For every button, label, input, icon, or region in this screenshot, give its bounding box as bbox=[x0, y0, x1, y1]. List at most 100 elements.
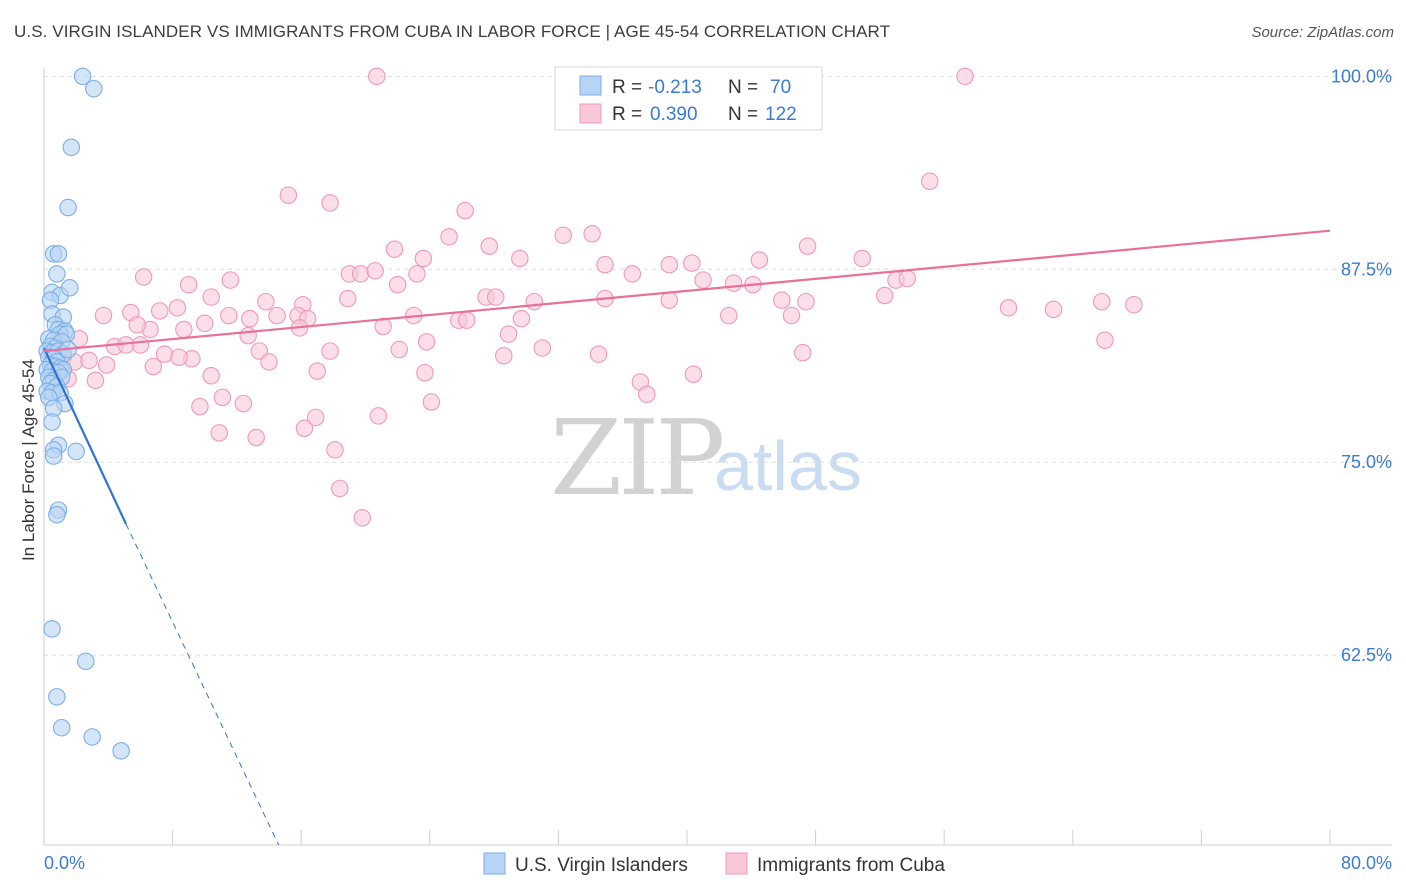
point-cuba-9 bbox=[554, 226, 572, 245]
point-cuba-36 bbox=[339, 289, 357, 308]
point-cuba-21 bbox=[366, 262, 384, 280]
point-cuba-83 bbox=[494, 346, 513, 365]
point-cuba-44 bbox=[875, 286, 894, 305]
point-cuba-93 bbox=[416, 363, 434, 382]
point-cuba-42 bbox=[773, 291, 791, 309]
point-cuba-38 bbox=[486, 288, 505, 306]
point-cuba-100 bbox=[234, 394, 253, 413]
point-cuba-8 bbox=[385, 240, 404, 258]
point-cuba-101 bbox=[369, 407, 388, 425]
x-tick-label-1: 80.0% bbox=[1341, 853, 1392, 873]
legend-n-label-2: N = bbox=[728, 104, 758, 125]
bottom-legend-label-pink: Immigrants from Cuba bbox=[757, 855, 945, 876]
point-cuba-61 bbox=[720, 306, 738, 325]
point-cuba-69 bbox=[374, 317, 392, 336]
point-cuba-7 bbox=[480, 237, 499, 255]
point-virgin-islanders-9 bbox=[60, 279, 79, 297]
point-cuba-34 bbox=[257, 292, 275, 311]
trend-lines bbox=[43, 229, 1331, 846]
x-tick-label-0: 0.0% bbox=[44, 853, 85, 873]
point-cuba-79 bbox=[260, 353, 278, 371]
point-virgin-islanders-56 bbox=[43, 620, 61, 638]
point-virgin-islanders-0 bbox=[73, 67, 92, 86]
point-cuba-6 bbox=[440, 228, 458, 246]
point-cuba-18 bbox=[853, 249, 871, 268]
point-virgin-islanders-6 bbox=[48, 265, 66, 283]
y-tick-label-1: 75.0% bbox=[1341, 452, 1392, 472]
point-cuba-23 bbox=[388, 275, 407, 294]
point-cuba-22 bbox=[408, 265, 426, 283]
point-cuba-46 bbox=[1044, 300, 1063, 319]
point-virgin-islanders-5 bbox=[49, 245, 68, 263]
bottom-legend-swatch-pink bbox=[725, 852, 748, 875]
point-cuba-110 bbox=[353, 509, 372, 527]
legend-n-label-1: N = bbox=[728, 77, 758, 98]
point-cuba-20 bbox=[351, 265, 370, 283]
legend-swatch-pink bbox=[579, 103, 602, 124]
legend-box: R = -0.213 N = 70 R = 0.390 N = 122 bbox=[554, 66, 823, 131]
point-cuba-108 bbox=[326, 441, 344, 459]
point-cuba-67 bbox=[239, 326, 257, 345]
legend-n-value-2: 122 bbox=[765, 104, 797, 125]
y-tick-label-2: 87.5% bbox=[1341, 259, 1392, 279]
point-virgin-islanders-60 bbox=[83, 728, 101, 746]
point-cuba-43 bbox=[797, 292, 815, 311]
point-cuba-26 bbox=[623, 265, 642, 283]
point-cuba-14 bbox=[596, 255, 614, 274]
point-cuba-112 bbox=[458, 311, 476, 329]
point-cuba-2 bbox=[920, 172, 939, 191]
point-virgin-islanders-61 bbox=[112, 742, 130, 760]
point-cuba-5 bbox=[456, 201, 474, 220]
point-cuba-41 bbox=[660, 291, 679, 309]
point-cuba-13 bbox=[511, 249, 529, 268]
point-cuba-45 bbox=[999, 299, 1018, 317]
series-us-virgin-islanders bbox=[38, 67, 130, 760]
point-cuba-111 bbox=[202, 367, 220, 385]
point-cuba-53 bbox=[220, 306, 238, 325]
point-cuba-102 bbox=[422, 393, 441, 411]
point-cuba-94 bbox=[684, 365, 703, 383]
point-cuba-16 bbox=[683, 254, 701, 272]
y-tick-label-0: 62.5% bbox=[1341, 645, 1392, 665]
point-cuba-106 bbox=[210, 424, 228, 442]
tick-labels: 62.5% 75.0% 87.5% 100.0% 0.0% 80.0% bbox=[44, 66, 1392, 873]
point-cuba-84 bbox=[589, 345, 608, 363]
gridlines bbox=[44, 75, 1392, 656]
legend-r-label-2: R = bbox=[612, 104, 642, 125]
point-virgin-islanders-3 bbox=[59, 198, 77, 217]
point-virgin-islanders-52 bbox=[44, 447, 63, 465]
watermark-atlas: atlas bbox=[714, 427, 862, 505]
point-virgin-islanders-1 bbox=[85, 79, 103, 98]
point-cuba-52 bbox=[94, 306, 113, 325]
point-cuba-25 bbox=[134, 268, 153, 286]
point-cuba-48 bbox=[1125, 296, 1143, 314]
legend-r-label-1: R = bbox=[612, 77, 642, 98]
point-cuba-17 bbox=[750, 251, 769, 269]
point-cuba-103 bbox=[638, 385, 656, 404]
point-cuba-65 bbox=[175, 320, 193, 339]
point-cuba-50 bbox=[150, 302, 169, 320]
point-cuba-80 bbox=[321, 342, 339, 360]
point-cuba-89 bbox=[97, 356, 116, 374]
point-virgin-islanders-57 bbox=[77, 652, 95, 671]
point-cuba-109 bbox=[331, 479, 349, 498]
chart-source: Source: ZipAtlas.com bbox=[1251, 24, 1394, 41]
point-cuba-70 bbox=[499, 325, 518, 343]
point-cuba-66 bbox=[196, 314, 214, 333]
legend-r-value-1: -0.213 bbox=[648, 77, 702, 98]
point-cuba-97 bbox=[86, 371, 105, 390]
trend-line-virgin-islanders bbox=[43, 347, 127, 525]
axes bbox=[43, 68, 1392, 846]
point-cuba-33 bbox=[202, 288, 220, 306]
point-cuba-82 bbox=[417, 333, 436, 351]
bottom-legend-swatch-blue bbox=[483, 852, 506, 875]
point-virgin-islanders-53 bbox=[67, 442, 85, 461]
point-cuba-27 bbox=[694, 271, 712, 289]
point-cuba-104 bbox=[295, 419, 314, 438]
point-cuba-1 bbox=[956, 67, 974, 86]
point-virgin-islanders-55 bbox=[48, 505, 66, 524]
point-cuba-4 bbox=[321, 194, 339, 212]
point-cuba-107 bbox=[247, 428, 265, 447]
point-cuba-90 bbox=[144, 357, 163, 376]
y-axis-title: In Labor Force | Age 45-54 bbox=[19, 359, 38, 561]
